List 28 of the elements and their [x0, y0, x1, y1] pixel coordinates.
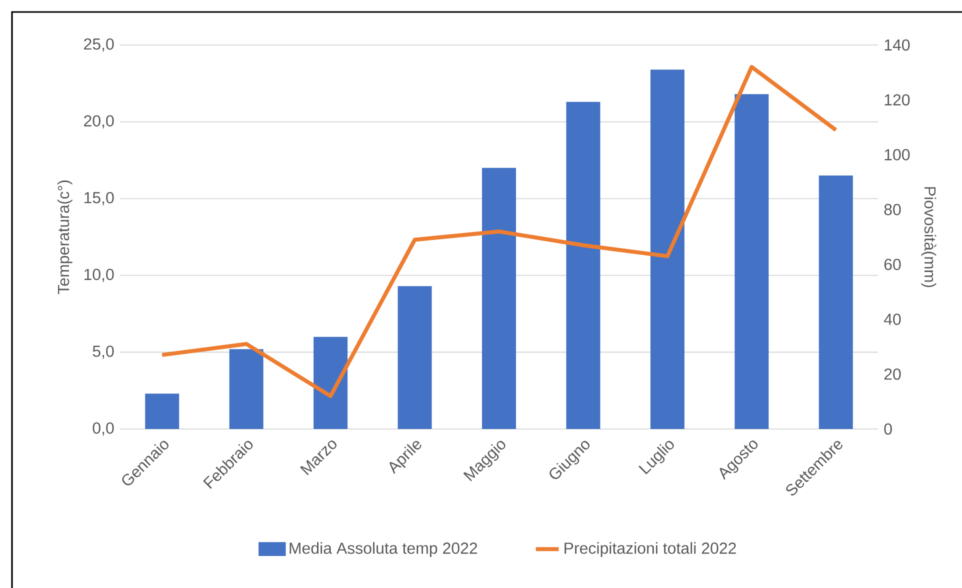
y2-tick-label: 80 — [884, 204, 901, 216]
y-tick-label: 5,0 — [92, 346, 114, 359]
y2-tick-label: 140 — [884, 39, 910, 51]
bar — [482, 168, 516, 429]
line-series — [160, 64, 838, 398]
bar — [734, 94, 769, 429]
y-tick-label: 20,0 — [84, 115, 114, 128]
y-tick-label: 0,0 — [92, 422, 114, 436]
bar — [650, 70, 684, 429]
bar — [229, 349, 264, 429]
bar — [145, 394, 180, 429]
y2-tick-label: 100 — [884, 149, 910, 160]
y-axis-title: Temperatura(c°) — [57, 180, 72, 294]
y-tick-label: 25,0 — [84, 38, 114, 52]
y-tick-label: 10,0 — [84, 268, 114, 282]
y2-axis-title: Piovosità(mm) — [921, 187, 936, 288]
y2-tick-label: 40 — [884, 314, 901, 325]
y2-tick-label: 60 — [884, 258, 901, 270]
y2-tick-label: 0 — [884, 423, 892, 435]
bar — [566, 102, 600, 429]
legend-label: Precipitazioni totali 2022 — [564, 542, 736, 558]
y2-tick-label: 120 — [884, 94, 910, 106]
y-tick-label: 15,0 — [84, 192, 114, 206]
bar — [398, 286, 432, 429]
bar — [818, 176, 853, 429]
bar — [314, 336, 348, 429]
y2-tick-label: 20 — [884, 368, 901, 380]
legend-label: Media Assoluta temp 2022 — [290, 542, 478, 558]
